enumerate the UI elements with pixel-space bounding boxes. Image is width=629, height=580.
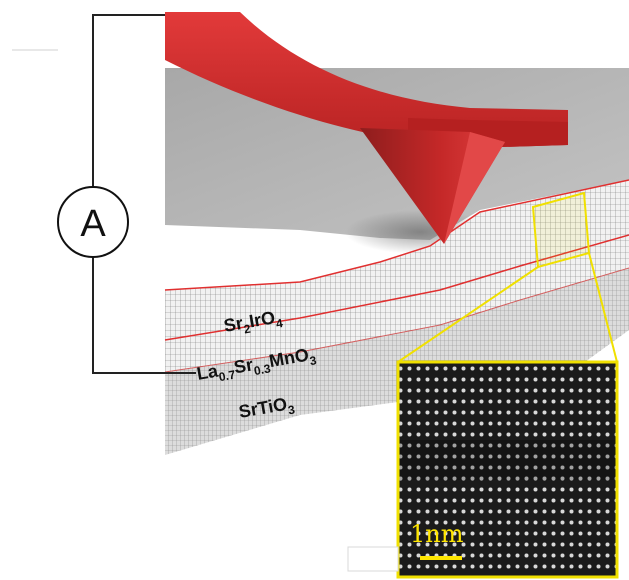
stem-inset-image [398,362,617,577]
layer-label-sr2iro4: Sr2IrO4 [222,306,284,340]
stem-inset-frame [396,360,619,579]
stem-inset-band [398,440,617,480]
ammeter-symbol: A [80,203,106,245]
cantilever-arm [165,12,568,148]
highlight-region [531,191,591,269]
scale-bar-label: 1nm [410,520,464,548]
interface-line-middle [164,234,629,341]
film-layer-sr2iro4 [165,180,629,340]
caption-box [347,546,399,572]
afm-tip-face [444,132,505,244]
interface-line-top [164,179,629,291]
ammeter [57,186,129,258]
zoom-line-right [588,252,618,363]
circuit-wire-lower [92,257,196,374]
film-layer-lsmo [165,235,629,372]
interface-line-bottom [164,267,629,373]
circuit-wire [92,14,165,187]
zoom-line-left [397,266,539,363]
